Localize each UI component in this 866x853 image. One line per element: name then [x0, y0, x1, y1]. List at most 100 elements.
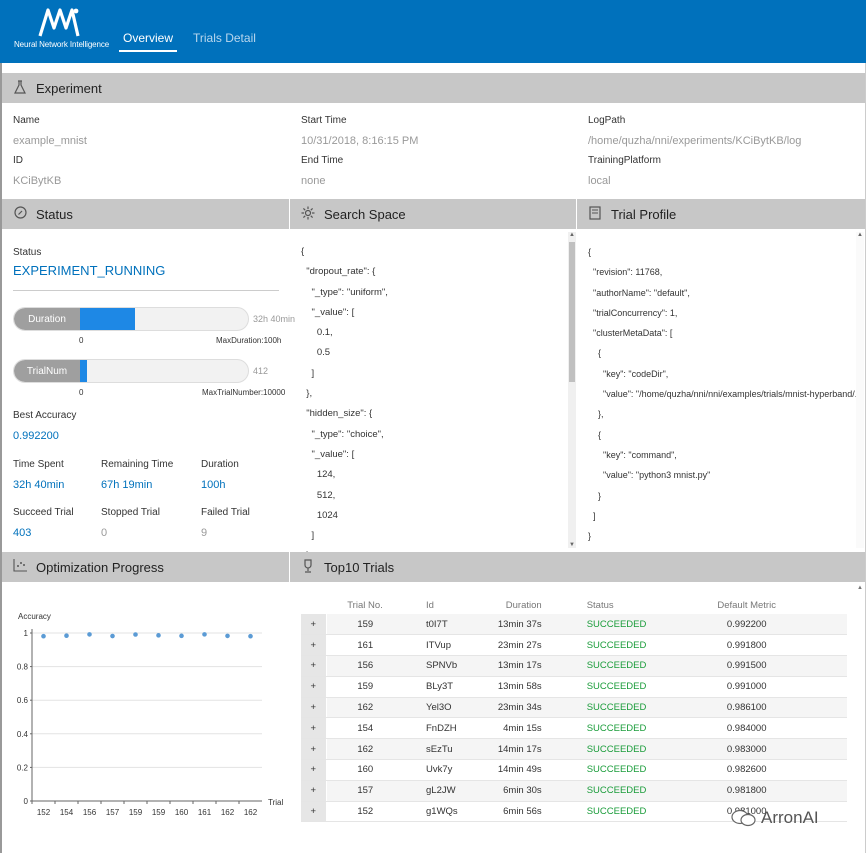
duration-zero: 0	[79, 336, 84, 345]
search-space-title: Search Space	[324, 206, 406, 222]
expand-row-button[interactable]: +	[301, 634, 327, 657]
y-tick-label: 0.6	[17, 696, 29, 705]
table-row[interactable]: +159 BLy3T 13min 58s SUCCEEDED 0.991000	[301, 676, 847, 698]
tab-overview[interactable]: Overview	[118, 31, 178, 52]
duration-progress-bar: Duration	[13, 307, 249, 331]
data-point	[133, 632, 138, 637]
cell-default-metric: 0.992200	[646, 614, 847, 636]
trial-profile-line: "authorName": "default",	[588, 287, 690, 298]
table-row[interactable]: +154 FnDZH 4min 15s SUCCEEDED 0.984000	[301, 717, 847, 740]
end-time-value: none	[301, 175, 326, 187]
cell-duration: 13min 17s	[457, 655, 542, 677]
col-default-metric[interactable]: Default Metric	[717, 600, 776, 611]
trialnum-tag: TrialNum	[14, 360, 80, 382]
search-space-line: "_type": "uniform",	[301, 286, 388, 298]
col-status[interactable]: Status	[586, 600, 614, 611]
remaining-time-label: Remaining Time	[101, 459, 174, 470]
stopped-trial-label: Stopped Trial	[101, 507, 160, 518]
expand-column-header	[301, 597, 326, 614]
table-row[interactable]: +159 t0I7T 13min 37s SUCCEEDED 0.992200	[301, 614, 847, 636]
search-space-scrollbar[interactable]: ▲ ▼	[568, 232, 576, 548]
search-space-line: "_value": [	[301, 306, 355, 318]
flask-icon	[12, 79, 28, 97]
best-accuracy-value: 0.992200	[13, 430, 59, 442]
x-tick-label: 157	[106, 808, 120, 817]
col-trial-no[interactable]: Trial No.	[347, 600, 383, 611]
scroll-up-icon[interactable]: ▲	[569, 232, 575, 238]
platform-value: local	[588, 175, 611, 187]
search-space-json[interactable]: { "dropout_rate": { "_type": "uniform", …	[301, 242, 388, 587]
cell-status: SUCCEEDED	[541, 655, 647, 677]
cell-default-metric: 0.982600	[646, 759, 847, 781]
cell-status: SUCCEEDED	[541, 759, 647, 781]
table-row[interactable]: +162 sEzTu 14min 17s SUCCEEDED 0.983000	[301, 738, 847, 761]
col-duration[interactable]: Duration	[505, 600, 542, 611]
trialnum-progress-bar: TrialNum	[13, 359, 249, 383]
search-space-line: "_value": [	[301, 448, 355, 460]
x-tick-label: 161	[198, 808, 212, 817]
failed-trial-value: 9	[201, 527, 208, 539]
expand-row-button[interactable]: +	[301, 801, 327, 823]
trial-profile-json[interactable]: { "revision": 11768, "authorName": "defa…	[588, 242, 860, 546]
scroll-up-icon[interactable]: ▲	[857, 232, 863, 238]
cell-duration: 23min 27s	[457, 634, 542, 657]
cell-trial-no: 161	[326, 634, 404, 657]
expand-row-button[interactable]: +	[301, 738, 327, 761]
trial-profile-scrollbar[interactable]: ▲	[856, 232, 864, 548]
cell-duration: 6min 30s	[457, 780, 542, 802]
watermark: ArronAI	[731, 808, 819, 828]
id-label: ID	[13, 155, 23, 166]
expand-row-button[interactable]: +	[301, 717, 327, 740]
cell-default-metric: 0.986100	[646, 697, 847, 719]
cell-status: SUCCEEDED	[541, 614, 647, 636]
time-spent-label: Time Spent	[13, 459, 64, 470]
trial-profile-line: {	[588, 429, 602, 440]
expand-row-button[interactable]: +	[301, 676, 327, 698]
expand-row-button[interactable]: +	[301, 759, 327, 781]
search-space-line: "dropout_rate": {	[301, 266, 376, 278]
cell-duration: 14min 49s	[457, 759, 542, 781]
table-row[interactable]: +162 Yel3O 23min 34s SUCCEEDED 0.986100	[301, 697, 847, 719]
succeed-trial-label: Succeed Trial	[13, 507, 74, 518]
data-point	[179, 633, 184, 639]
cell-default-metric: 0.991500	[646, 655, 847, 677]
table-row[interactable]: +161 ITVup 23min 27s SUCCEEDED 0.991800	[301, 634, 847, 657]
data-point	[248, 633, 253, 639]
trialnum-current: 412	[253, 366, 269, 376]
table-row[interactable]: +156 SPNVb 13min 17s SUCCEEDED 0.991500	[301, 655, 847, 677]
expand-row-button[interactable]: +	[301, 697, 327, 719]
cell-status: SUCCEEDED	[541, 717, 647, 740]
duration-value: 100h	[201, 479, 226, 491]
y-tick-label: 0.8	[17, 663, 29, 672]
data-point	[87, 632, 92, 637]
cell-trial-no: 159	[326, 614, 404, 636]
scroll-down-icon[interactable]: ▼	[569, 542, 575, 548]
name-value: example_mnist	[13, 135, 87, 147]
expand-row-button[interactable]: +	[301, 614, 327, 636]
table-header-row: Trial No. Id Duration Status Default Met…	[301, 597, 847, 614]
experiment-header: Experiment	[2, 73, 865, 103]
scroll-thumb[interactable]	[569, 242, 575, 382]
optimization-title: Optimization Progress	[36, 559, 164, 575]
table-row[interactable]: +157 gL2JW 6min 30s SUCCEEDED 0.981800	[301, 780, 847, 802]
expand-row-button[interactable]: +	[301, 780, 327, 802]
accuracy-scatter-chart[interactable]: Accuracy 0 0.2 0.4 0.6 0.8 1 152 154 156 157 159 159…	[0, 583, 290, 833]
col-id[interactable]: Id	[426, 600, 434, 611]
status-icon	[12, 206, 28, 222]
duration-fill	[80, 308, 135, 330]
x-tick-label: 154	[60, 808, 74, 817]
cell-trial-no: 162	[326, 738, 404, 761]
trial-profile-header: Trial Profile	[577, 199, 865, 229]
cell-duration: 13min 58s	[457, 676, 542, 698]
cell-default-metric: 0.984000	[646, 717, 847, 740]
table-row[interactable]: +160 Uvk7y 14min 49s SUCCEEDED 0.982600	[301, 759, 847, 781]
tab-trials-detail[interactable]: Trials Detail	[193, 31, 256, 45]
table-row[interactable]: +152 g1WQs 6min 56s SUCCEEDED 0.981000	[301, 801, 847, 823]
cell-default-metric: 0.991800	[646, 634, 847, 657]
page-scroll-up-icon[interactable]: ▲	[857, 585, 863, 591]
expand-row-button[interactable]: +	[301, 655, 327, 677]
y-tick-label: 0	[24, 797, 29, 806]
trialnum-zero: 0	[79, 388, 84, 397]
nni-logo[interactable]: Neural Network Intelligence	[14, 6, 109, 49]
logpath-value: /home/quzha/nni/experiments/KCiBytKB/log	[588, 135, 802, 147]
